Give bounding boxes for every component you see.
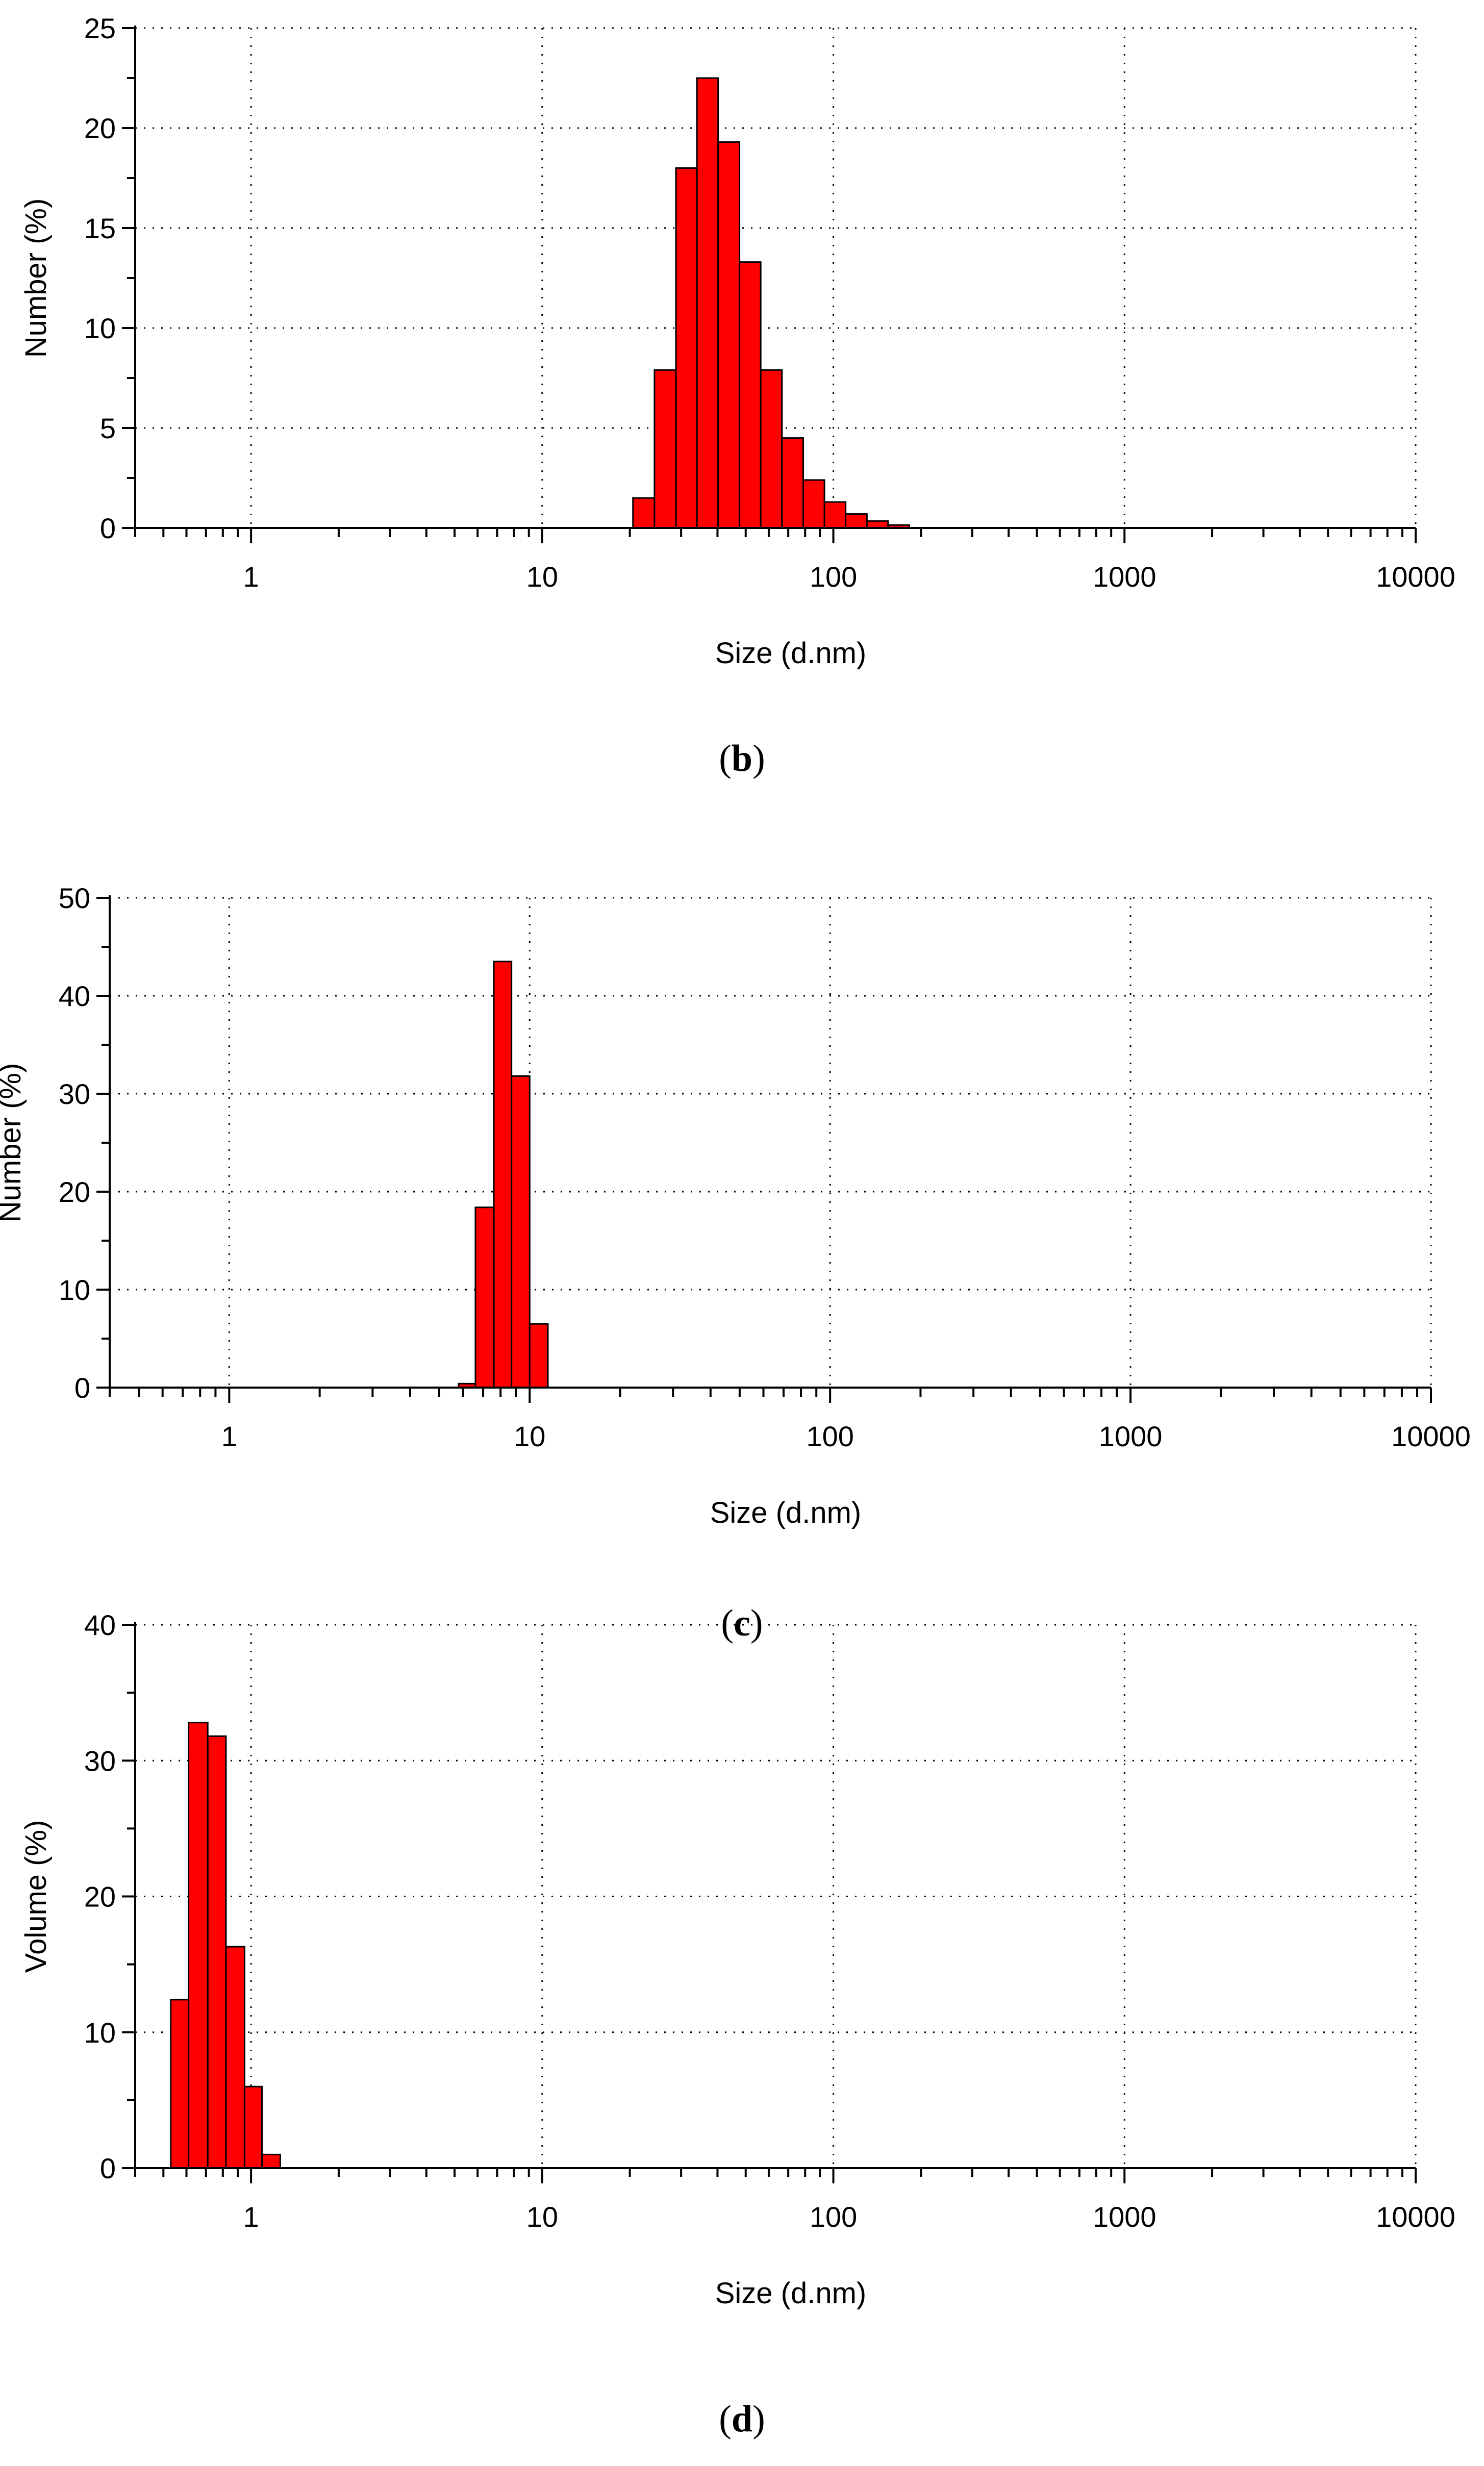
bar: [739, 261, 762, 529]
bar: [225, 1946, 245, 2169]
bars: [170, 1722, 281, 2169]
y-tick-label: 30: [84, 1745, 116, 1777]
bar: [207, 1735, 227, 2169]
chart-panel-d: 0 10 20 30 40 1 10 100 1000 10000 Size (d.nm) Volum…: [19, 1609, 1455, 2310]
y-tick-label: 20: [59, 1176, 90, 1208]
y-tick-label: 0: [100, 512, 116, 544]
bar: [493, 961, 513, 1389]
bar: [511, 1075, 531, 1389]
x-axis-label: Size (d.nm): [710, 1496, 862, 1529]
bars: [632, 77, 911, 529]
x-tick-label: 100: [806, 1420, 853, 1452]
x-tick-label: 10: [526, 561, 558, 593]
x-tick-label: 100: [810, 2201, 857, 2233]
bar: [653, 369, 677, 529]
caption-letter: d: [731, 2398, 753, 2440]
y-tick-label: 0: [100, 2152, 116, 2184]
bars: [458, 961, 549, 1389]
y-axis-label: Volume (%): [19, 1820, 53, 1973]
x-tick-label: 1: [243, 561, 259, 593]
y-tick-label: 50: [59, 882, 90, 914]
x-tick-label: 1000: [1099, 1420, 1163, 1452]
caption-b: (b): [719, 738, 765, 779]
bar: [261, 2153, 281, 2169]
y-tick-label: 0: [74, 1372, 90, 1404]
y-axis-label: Number (%): [19, 198, 53, 358]
grid: [135, 1624, 1417, 2169]
y-tick-label: 20: [84, 112, 116, 144]
y-tick-label: 10: [59, 1274, 90, 1306]
bar: [802, 479, 825, 529]
bar: [188, 1722, 209, 2169]
x-tick-label: 10000: [1391, 1420, 1471, 1452]
y-tick-label: 5: [100, 412, 116, 444]
bar: [474, 1206, 495, 1389]
y-tick-label: 10: [84, 312, 116, 344]
bar: [696, 77, 719, 529]
x-tick-label: 10000: [1376, 2201, 1455, 2233]
x-tick-label: 10: [514, 1420, 545, 1452]
x-tick-label: 1000: [1093, 2201, 1156, 2233]
x-tick-label: 10: [526, 2201, 558, 2233]
caption-d: (d): [719, 2398, 765, 2440]
bar: [675, 167, 698, 529]
x-tick-label: 1: [243, 2201, 259, 2233]
bar: [170, 1999, 190, 2169]
y-tick-label: 30: [59, 1078, 90, 1110]
grid: [110, 897, 1432, 1389]
x-tick-label: 1000: [1093, 561, 1156, 593]
bar: [781, 437, 804, 529]
bar: [717, 141, 741, 529]
x-tick-label: 10000: [1376, 561, 1455, 593]
y-tick-label: 15: [84, 212, 116, 244]
caption-c: (c): [721, 1602, 763, 1644]
chart-panel-c: 0 10 20 30 40 50 1 10 100 1000 10000 Size (d.nm) Num…: [0, 882, 1471, 1529]
x-axis-label: Size (d.nm): [715, 2277, 867, 2310]
bar: [845, 513, 868, 529]
x-tick-label: 1: [221, 1420, 237, 1452]
caption-letter: c: [734, 1602, 750, 1644]
x-axis-label: Size (d.nm): [715, 637, 867, 670]
bar: [529, 1323, 549, 1389]
y-tick-label: 20: [84, 1881, 116, 1913]
x-tick-label: 100: [810, 561, 857, 593]
bar: [632, 497, 656, 529]
bar: [243, 2085, 263, 2169]
bar: [760, 369, 783, 529]
chart-panel-b: 0 5 10 15 20 25 1 10 100 1000 10000 Size (d.nm) Numb…: [19, 12, 1455, 670]
y-tick-label: 40: [84, 1609, 116, 1641]
y-axis-label: Number (%): [0, 1063, 27, 1223]
bar: [866, 520, 889, 529]
y-tick-label: 10: [84, 2017, 116, 2049]
y-tick-label: 40: [59, 980, 90, 1012]
caption-letter: b: [731, 738, 753, 779]
bar: [823, 501, 847, 529]
y-tick-label: 25: [84, 12, 116, 44]
